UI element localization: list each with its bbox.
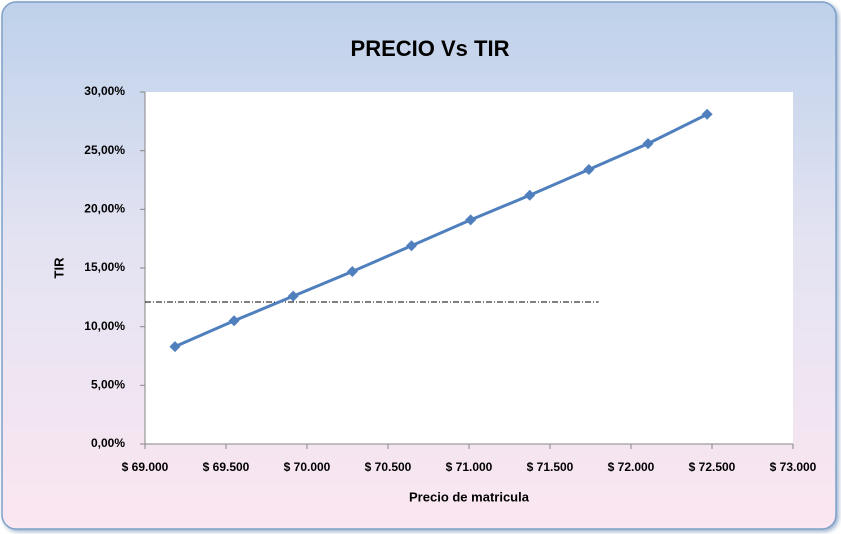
marker — [524, 189, 536, 201]
plot-area — [145, 92, 793, 444]
x-tick-label: $ 70.500 — [365, 460, 412, 474]
marker — [287, 290, 299, 302]
marker — [346, 266, 358, 278]
marker — [405, 240, 417, 252]
y-tick-label: 20,00% — [84, 202, 125, 216]
x-tick-label: $ 72.500 — [689, 460, 736, 474]
marker — [701, 108, 713, 120]
x-tick-label: $ 69.000 — [122, 460, 169, 474]
marker — [169, 341, 181, 353]
x-tick-label: $ 69.500 — [203, 460, 250, 474]
y-axis-label: TIR — [51, 257, 66, 279]
y-tick-label: 30,00% — [84, 84, 125, 98]
marker — [642, 138, 654, 150]
marker — [465, 214, 477, 226]
y-tick-label: 5,00% — [91, 378, 125, 392]
y-tick-label: 25,00% — [84, 143, 125, 157]
chart-title: PRECIO Vs TIR — [351, 36, 510, 61]
marker — [228, 315, 240, 327]
x-tick-label: $ 71.000 — [446, 460, 493, 474]
x-tick-label: $ 71.500 — [527, 460, 574, 474]
x-tick-label: $ 73.000 — [770, 460, 817, 474]
y-tick-label: 10,00% — [84, 319, 125, 333]
y-tick-label: 0,00% — [91, 436, 125, 450]
y-tick-label: 15,00% — [84, 260, 125, 274]
x-axis-label: Precio de matricula — [409, 489, 530, 504]
x-tick-label: $ 72.000 — [608, 460, 655, 474]
marker — [583, 163, 595, 175]
x-tick-label: $ 70.000 — [284, 460, 331, 474]
data-line — [174, 112, 708, 348]
